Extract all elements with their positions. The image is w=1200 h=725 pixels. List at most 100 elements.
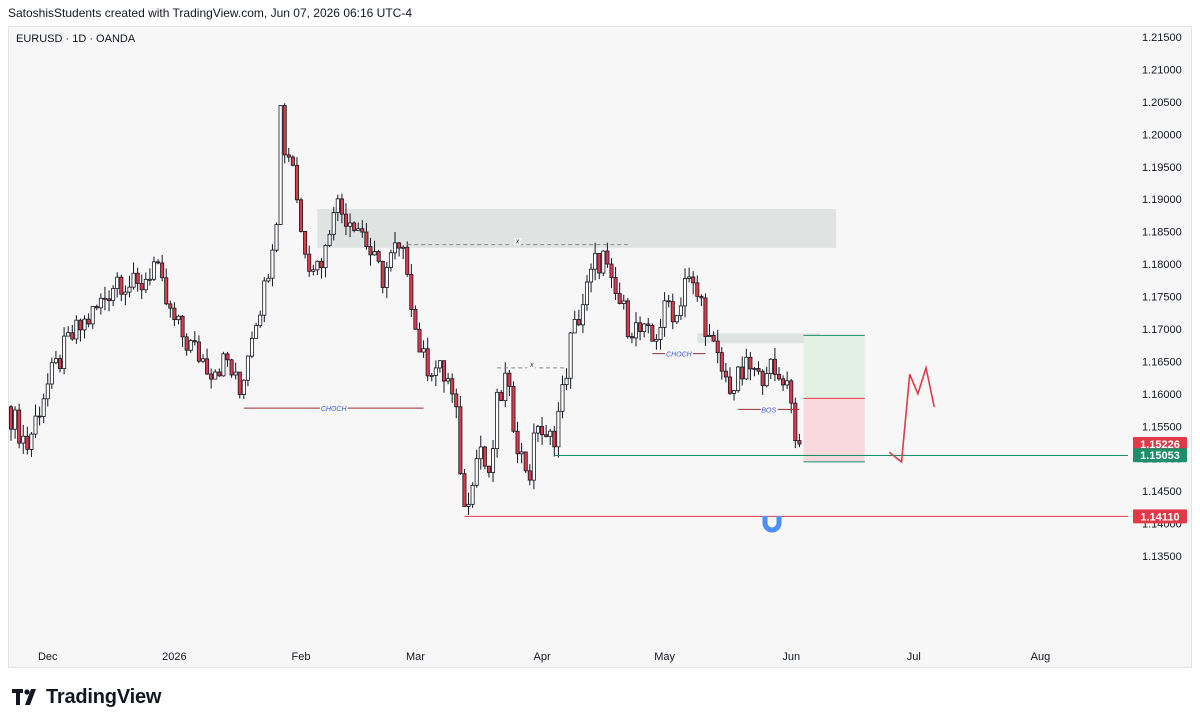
candle-body[interactable] xyxy=(49,362,54,385)
candle-body[interactable] xyxy=(339,198,344,215)
candle-body[interactable] xyxy=(744,356,749,380)
candle-body[interactable] xyxy=(401,246,406,249)
candle-body[interactable] xyxy=(531,432,536,481)
candle-body[interactable] xyxy=(687,276,692,279)
candle-body[interactable] xyxy=(127,286,132,293)
candle-body[interactable] xyxy=(736,366,741,391)
candle-body[interactable] xyxy=(662,300,667,328)
candle-body[interactable] xyxy=(66,332,71,337)
candle-body[interactable] xyxy=(13,409,18,430)
candle-body[interactable] xyxy=(176,315,181,321)
candle-body[interactable] xyxy=(413,309,418,330)
candle-body[interactable] xyxy=(168,303,173,309)
candle-body[interactable] xyxy=(327,233,332,246)
candle-body[interactable] xyxy=(564,377,569,385)
candle-body[interactable] xyxy=(621,300,626,304)
candle-body[interactable] xyxy=(617,293,622,304)
candle-body[interactable] xyxy=(384,267,389,288)
candle-body[interactable] xyxy=(303,231,308,255)
candle-body[interactable] xyxy=(102,297,107,300)
candle-body[interactable] xyxy=(601,250,606,274)
candle-body[interactable] xyxy=(760,370,765,387)
candle-body[interactable] xyxy=(115,276,120,289)
candle-body[interactable] xyxy=(266,277,271,282)
candle-body[interactable] xyxy=(433,367,438,376)
candle-body[interactable] xyxy=(576,319,581,326)
candle-body[interactable] xyxy=(797,440,802,445)
candle-body[interactable] xyxy=(151,261,156,280)
candle-body[interactable] xyxy=(442,360,447,382)
candle-body[interactable] xyxy=(278,105,283,225)
candle-body[interactable] xyxy=(535,426,540,434)
candle-body[interactable] xyxy=(250,338,255,357)
candle-body[interactable] xyxy=(254,325,259,339)
candle-body[interactable] xyxy=(229,359,234,376)
candle-body[interactable] xyxy=(695,282,700,297)
candle-body[interactable] xyxy=(258,314,263,327)
candle-body[interactable] xyxy=(225,353,230,361)
candle-body[interactable] xyxy=(589,268,594,283)
candle-body[interactable] xyxy=(425,348,430,377)
candle-body[interactable] xyxy=(429,375,434,377)
candle-body[interactable] xyxy=(217,371,222,377)
candle-body[interactable] xyxy=(135,272,140,284)
candle-body[interactable] xyxy=(307,253,312,272)
candle-body[interactable] xyxy=(486,465,491,473)
candle-body[interactable] xyxy=(650,325,655,342)
candle-body[interactable] xyxy=(282,105,287,156)
candle-body[interactable] xyxy=(437,360,442,369)
candle-body[interactable] xyxy=(776,373,781,380)
candle-body[interactable] xyxy=(335,198,340,213)
candle-body[interactable] xyxy=(82,318,87,331)
candle-body[interactable] xyxy=(233,371,238,376)
candle-body[interactable] xyxy=(584,281,589,306)
candle-body[interactable] xyxy=(674,315,679,323)
candle-body[interactable] xyxy=(311,269,316,272)
candle-body[interactable] xyxy=(90,306,95,325)
candle-body[interactable] xyxy=(139,283,144,291)
candle-body[interactable] xyxy=(286,154,291,158)
candle-body[interactable] xyxy=(670,301,675,323)
candle-body[interactable] xyxy=(209,373,214,380)
candle-body[interactable] xyxy=(372,251,377,256)
candle-body[interactable] xyxy=(540,426,545,436)
chart-panel[interactable] xyxy=(8,26,1192,668)
candle-body[interactable] xyxy=(544,434,549,437)
candle-body[interactable] xyxy=(74,319,79,340)
candle-body[interactable] xyxy=(364,231,369,247)
candle-body[interactable] xyxy=(470,484,475,505)
candle-body[interactable] xyxy=(143,279,148,291)
candle-body[interactable] xyxy=(319,260,324,269)
candle-body[interactable] xyxy=(785,380,790,386)
candle-body[interactable] xyxy=(772,358,777,375)
candle-body[interactable] xyxy=(397,242,402,249)
candle-body[interactable] xyxy=(478,446,483,460)
candle-body[interactable] xyxy=(568,332,573,379)
candle-body[interactable] xyxy=(658,326,663,340)
candle-body[interactable] xyxy=(119,276,124,295)
candle-body[interactable] xyxy=(270,249,275,279)
candle-body[interactable] xyxy=(196,341,201,362)
candle-body[interactable] xyxy=(507,372,512,387)
candle-body[interactable] xyxy=(45,383,50,400)
candle-body[interactable] xyxy=(294,164,299,201)
candle-body[interactable] xyxy=(499,391,504,401)
candle-body[interactable] xyxy=(732,390,737,394)
candle-body[interactable] xyxy=(482,446,487,467)
candle-body[interactable] xyxy=(147,278,152,281)
candle-body[interactable] xyxy=(723,370,728,378)
candle-body[interactable] xyxy=(368,246,373,256)
candle-body[interactable] xyxy=(580,304,585,326)
candle-body[interactable] xyxy=(184,336,189,351)
candle-body[interactable] xyxy=(78,319,83,331)
candle-body[interactable] xyxy=(62,335,67,369)
magnet-icon[interactable] xyxy=(762,516,782,533)
candle-body[interactable] xyxy=(262,280,267,316)
candle-body[interactable] xyxy=(107,298,112,302)
candle-body[interactable] xyxy=(86,318,91,325)
candle-body[interactable] xyxy=(33,415,38,435)
candle-body[interactable] xyxy=(646,323,651,326)
candle-body[interactable] xyxy=(392,242,397,254)
candle-body[interactable] xyxy=(94,306,99,309)
candle-body[interactable] xyxy=(409,273,414,310)
